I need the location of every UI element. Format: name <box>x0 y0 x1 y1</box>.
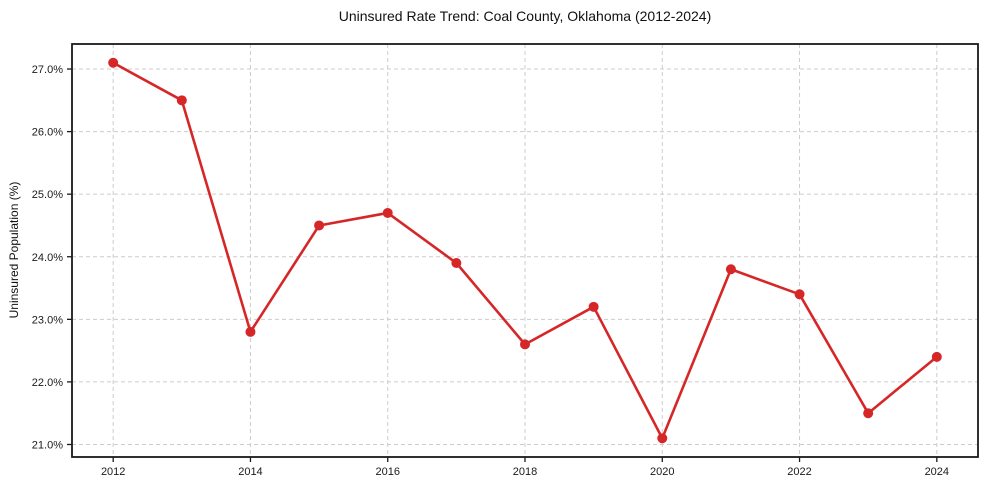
data-point <box>931 351 942 362</box>
x-tick-label: 2022 <box>787 466 811 478</box>
axes-frame <box>71 43 979 458</box>
y-tick-label: 25.0% <box>32 189 63 201</box>
y-tick-label: 27.0% <box>32 64 63 76</box>
x-tick-label: 2018 <box>513 466 537 478</box>
data-point <box>108 57 119 68</box>
data-point <box>657 433 668 444</box>
y-tick-label: 21.0% <box>32 439 63 451</box>
x-tick-label: 2016 <box>375 466 399 478</box>
data-point <box>520 339 530 350</box>
data-point <box>863 408 874 419</box>
x-tick-label: 2020 <box>650 466 674 478</box>
y-tick-label: 22.0% <box>32 377 63 389</box>
x-tick-label: 2014 <box>238 466 262 478</box>
data-point <box>588 301 599 312</box>
data-point <box>794 289 805 300</box>
data-point <box>176 95 187 106</box>
data-point <box>245 326 256 337</box>
y-tick-label: 24.0% <box>32 252 63 264</box>
y-tick-label: 23.0% <box>32 314 63 326</box>
chart-title: Uninsured Rate Trend: Coal County, Oklah… <box>338 8 712 24</box>
data-point <box>725 264 736 275</box>
data-point <box>314 220 325 231</box>
data-point <box>382 207 393 218</box>
data-point <box>451 258 462 269</box>
y-tick-label: 26.0% <box>32 127 63 139</box>
x-tick-label: 2024 <box>925 466 949 478</box>
x-tick-label: 2012 <box>101 466 125 478</box>
